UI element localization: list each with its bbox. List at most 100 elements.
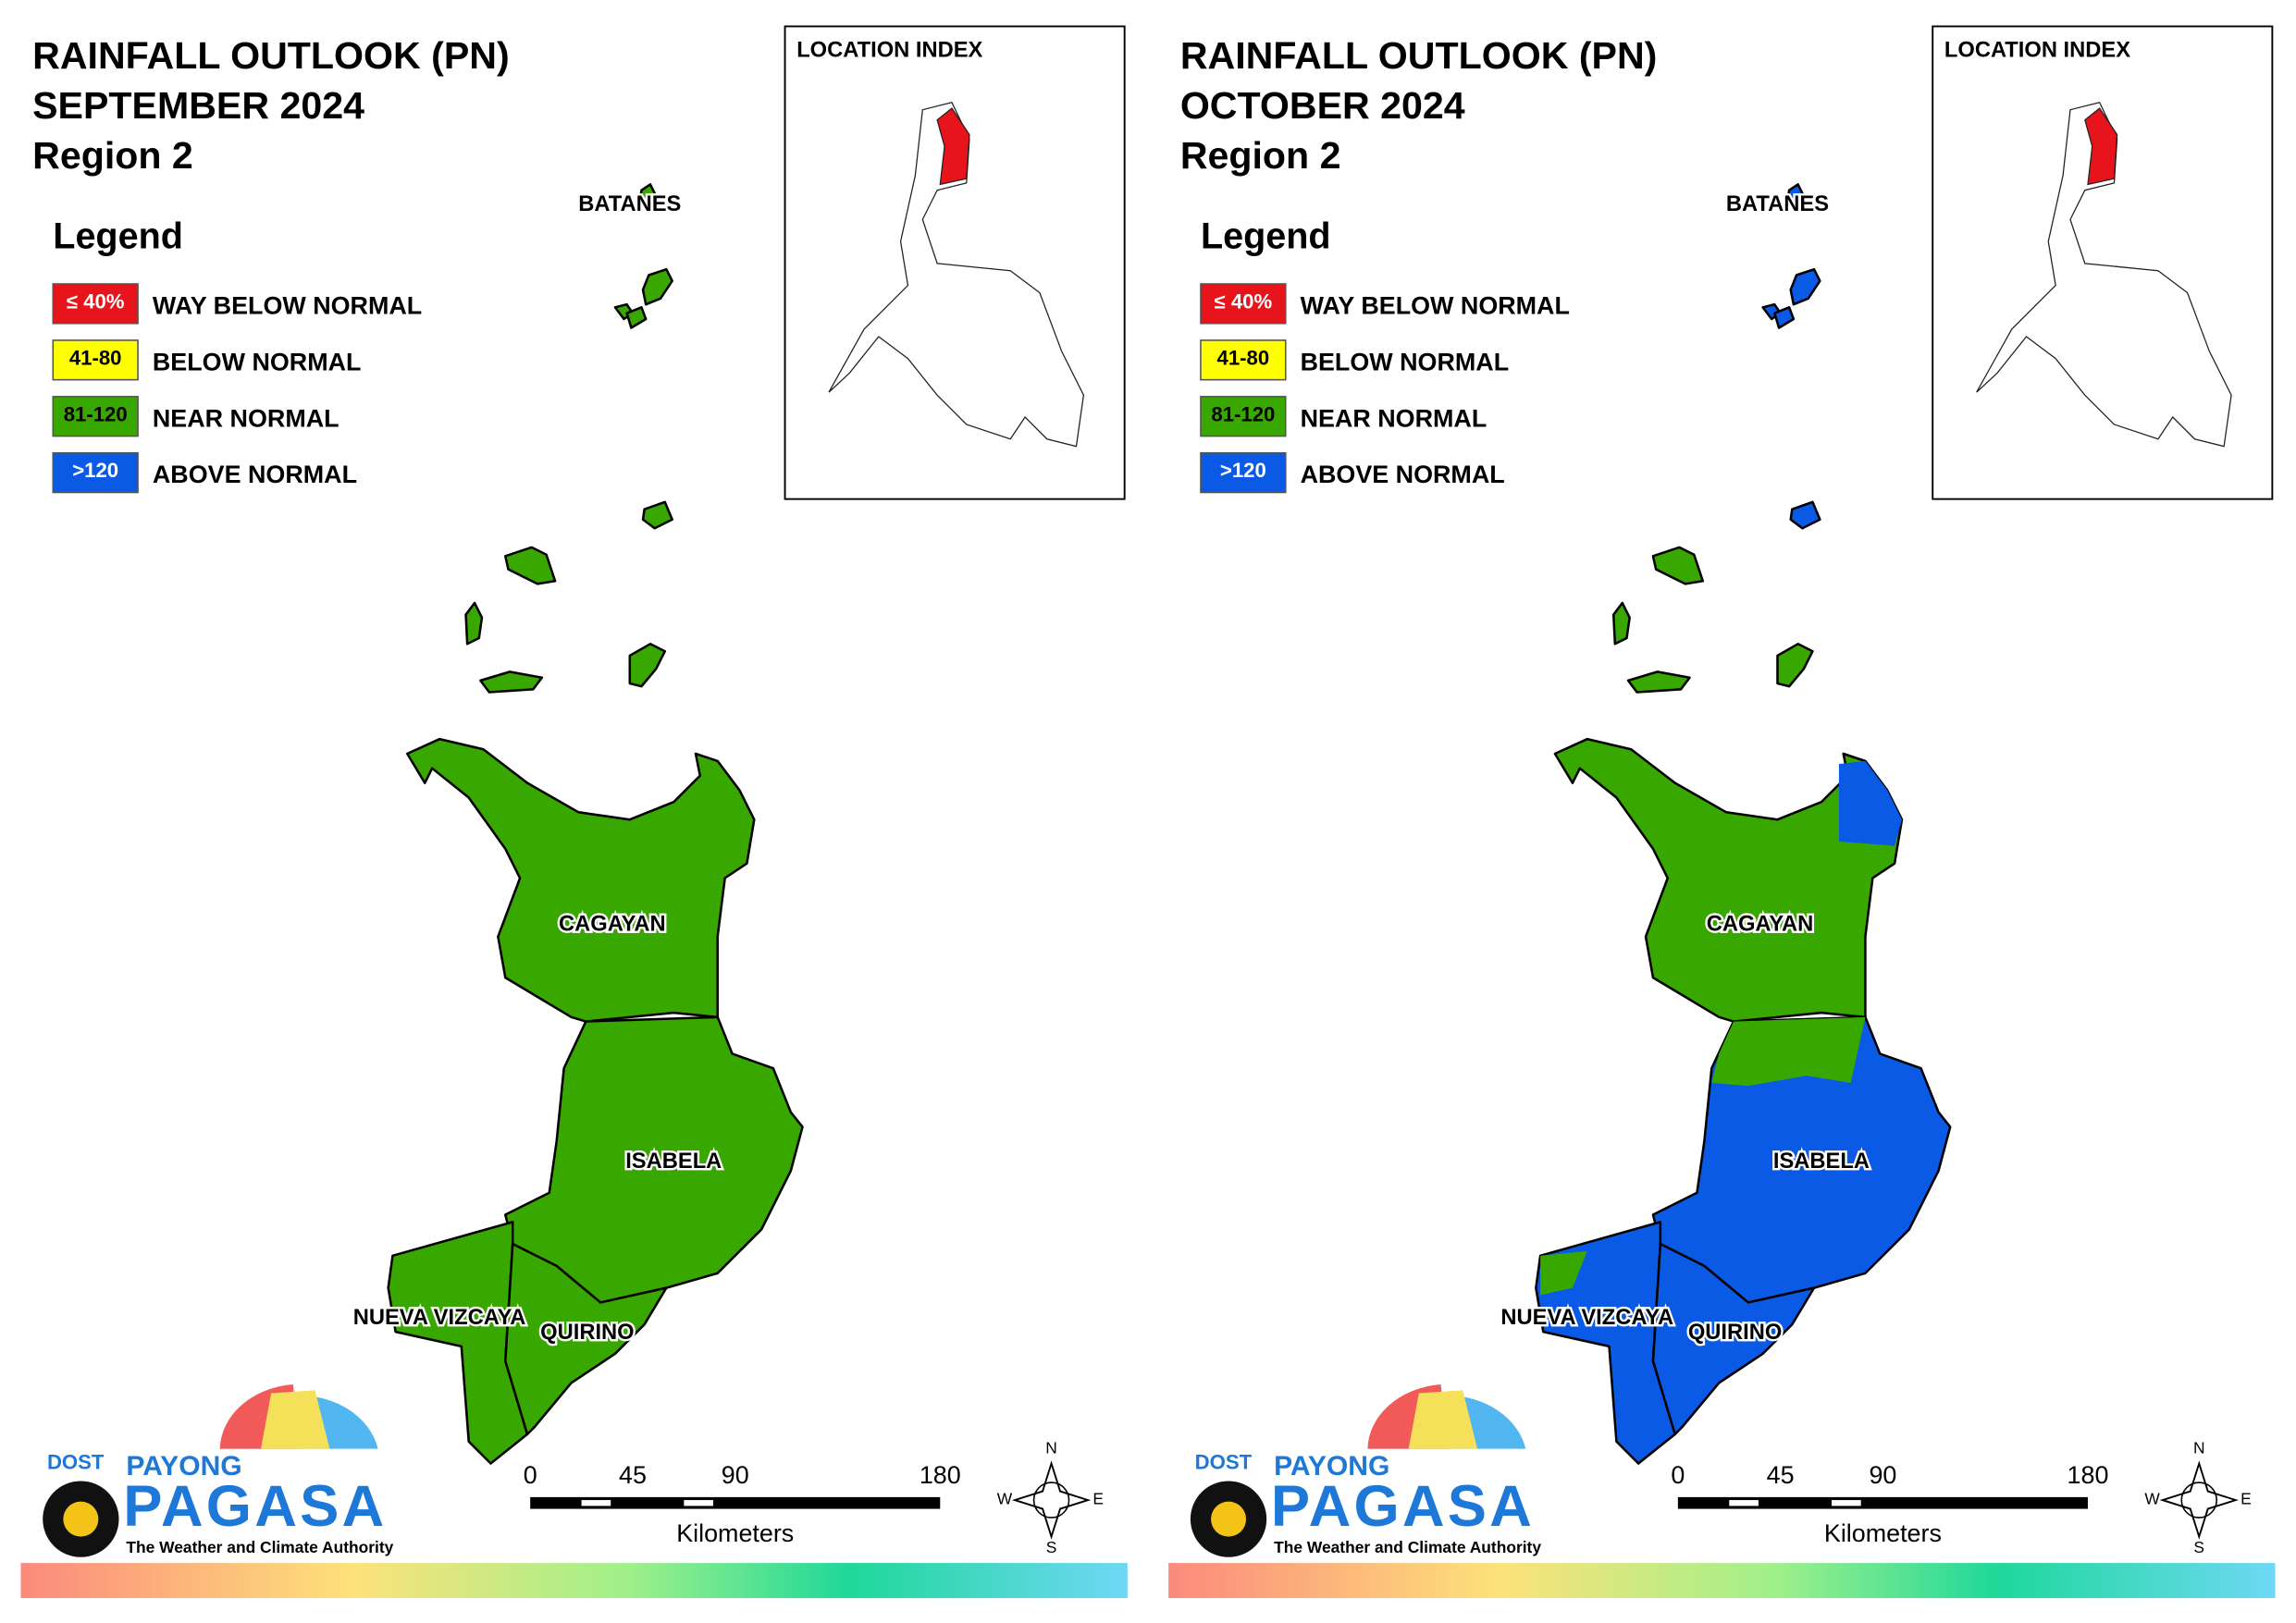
legend-label: WAY BELOW NORMAL [153,291,422,319]
legend-swatch-label: 41-80 [69,346,122,369]
compass-letter: E [1092,1490,1104,1508]
province-label: ISABELA [625,1150,722,1174]
map-title: RAINFALL OUTLOOK (PN) [1180,34,1658,77]
outlook-zone [1711,1016,1866,1087]
province-quirino [504,1242,668,1436]
map-title: Region 2 [32,134,193,177]
compass-letter: E [2240,1490,2252,1508]
logo-brand-top: PAYONG [126,1451,241,1482]
color-band [1168,1563,2276,1599]
map-panel: RAINFALL OUTLOOK (PN) OCTOBER 2024 Region … [1168,25,2276,1599]
logo-umbrella [261,1390,330,1449]
map-title: RAINFALL OUTLOOK (PN) [32,34,510,77]
island [1786,183,1804,203]
island [1789,267,1821,306]
logo-brand: PAGASA [1271,1474,1535,1539]
logo-agency: DOST [1195,1450,1253,1473]
province-label: CAGAYAN [1707,912,1814,936]
inset-title: LOCATION INDEX [796,39,982,63]
island [1789,500,1821,530]
scale-tick-label: 90 [1869,1461,1896,1489]
province-isabela [1651,1015,1952,1304]
inset-philippines [828,102,1085,448]
island [641,267,673,306]
logo-brand-top: PAYONG [1274,1451,1389,1482]
compass-ring [1032,1482,1070,1518]
map-title: SEPTEMBER 2024 [32,84,364,127]
province-label: CAGAYAN [559,912,666,936]
legend-label: BELOW NORMAL [1301,348,1510,375]
map-panel: RAINFALL OUTLOOK (PN) SEPTEMBER 2024 Regio… [20,25,1128,1599]
legend-swatch-label: >120 [72,459,118,482]
logo-seal [63,1501,99,1537]
legend-label: BELOW NORMAL [153,348,362,375]
scale-unit: Kilometers [676,1519,794,1547]
compass-ring [2180,1482,2218,1518]
scale-tick-label: 0 [524,1461,537,1489]
legend-swatch-label: ≤ 40% [67,289,125,313]
inset-philippines [1976,102,2232,448]
legend-swatch-label: 81-120 [64,402,128,425]
province-label: ISABELA [1773,1150,1870,1174]
scale-tick-label: 0 [1671,1461,1685,1489]
inset-title: LOCATION INDEX [1944,39,2130,63]
logo-agency: DOST [47,1450,105,1473]
compass-letter: S [2193,1538,2204,1556]
compass-rose [1011,1460,1092,1540]
logo-seal [1211,1501,1247,1537]
legend-swatch-label: 81-120 [1211,402,1275,425]
legend-label: ABOVE NORMAL [153,461,357,488]
legend-swatch-label: 41-80 [1217,346,1270,369]
scale-tick-label: 45 [619,1461,647,1489]
legend-swatch [52,339,139,381]
legend-title: Legend [53,215,183,256]
province-label: QUIRINO [540,1321,634,1345]
legend-label: ABOVE NORMAL [1301,461,1505,488]
legend-swatch [1200,451,1287,494]
province-cagayan [405,737,756,1023]
compass-letter: N [1045,1438,1057,1457]
scale-tick-label: 180 [2068,1461,2109,1489]
scale-tick-label: 180 [920,1461,961,1489]
compass-letter: N [2193,1438,2205,1457]
legend-label: NEAR NORMAL [1301,404,1487,432]
logo-tagline: The Weather and Climate Authority [1274,1538,1541,1556]
color-band [20,1563,1128,1599]
scale-bar-gap [1832,1500,1861,1506]
compass-rose [2159,1460,2239,1540]
province-isabela [504,1015,804,1304]
map-title: OCTOBER 2024 [1180,84,1465,127]
legend-swatch [52,396,139,437]
island [625,306,648,329]
inset-region-2 [936,107,970,186]
legend-swatch-label: ≤ 40% [1215,289,1273,313]
province-nueva-vizcaya [387,1221,529,1465]
legend-label: NEAR NORMAL [153,404,339,432]
province-label: NUEVA VIZCAYA [1500,1306,1673,1330]
map-title: Region 2 [1180,134,1341,177]
island [1776,643,1814,688]
outlook-zone [1540,1251,1587,1296]
scale-unit: Kilometers [1824,1519,1942,1547]
island [1651,546,1705,585]
legend-label: WAY BELOW NORMAL [1301,291,1570,319]
island [628,643,667,688]
legend-swatch [1200,339,1287,381]
province-label: NUEVA VIZCAYA [353,1306,526,1330]
scale-bar [1677,1496,2088,1509]
island [464,601,484,646]
province-label: BATANES [1726,192,1829,216]
legend-swatch-label: >120 [1220,459,1266,482]
province-quirino [1651,1242,1816,1436]
scale-bar [530,1496,941,1509]
scale-bar-gap [1729,1500,1759,1506]
province-label: BATANES [578,192,681,216]
outlook-zone [1838,760,1902,846]
legend-swatch [52,283,139,325]
inset-region-2 [2084,107,2118,186]
legend-title: Legend [1201,215,1331,256]
logo-umbrella [1408,1390,1478,1449]
island [1773,306,1796,329]
